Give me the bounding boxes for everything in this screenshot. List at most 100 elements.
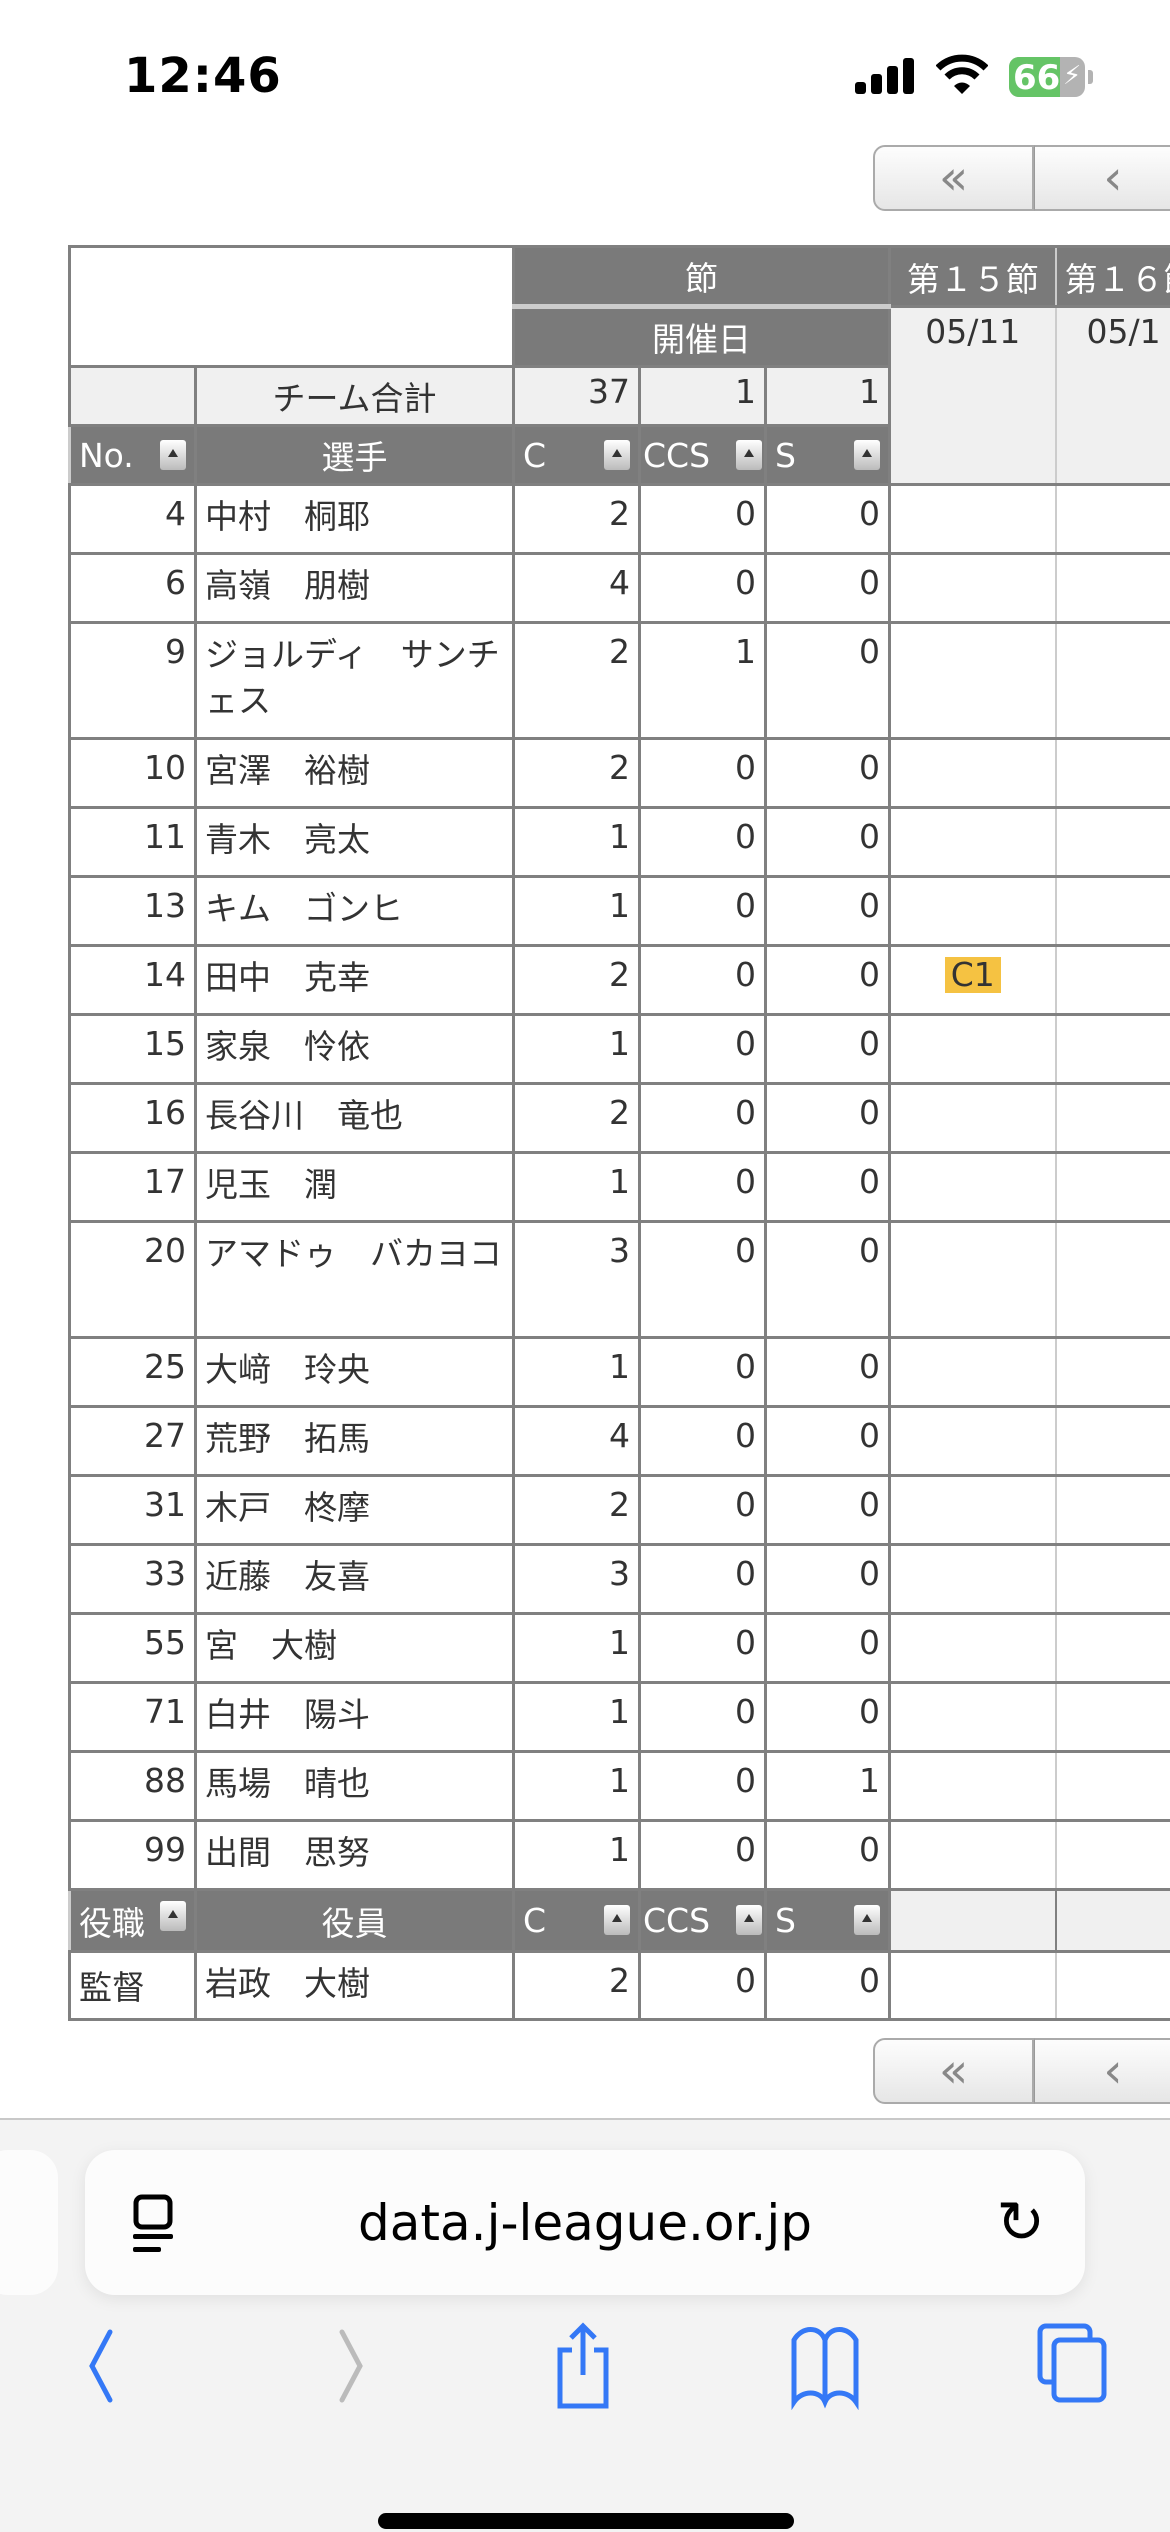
number-cell: 13 bbox=[68, 875, 197, 947]
staff-header-row: 役職 役員 C CCS S bbox=[68, 1888, 1170, 1953]
sort-s-icon[interactable] bbox=[854, 1905, 881, 1935]
player-name-cell: 白井 陽斗 bbox=[194, 1681, 515, 1753]
player-name-cell: 長谷川 竜也 bbox=[194, 1082, 515, 1154]
number-cell: 14 bbox=[68, 944, 197, 1016]
c-header[interactable]: C bbox=[512, 424, 641, 486]
ccs-cell: 0 bbox=[638, 1220, 767, 1339]
player-name-cell: 田中 克幸 bbox=[194, 944, 515, 1016]
back-icon[interactable] bbox=[62, 2320, 152, 2410]
bookmarks-icon[interactable] bbox=[780, 2320, 870, 2410]
first-page-button[interactable]: « bbox=[873, 145, 1034, 211]
round-15-cell bbox=[888, 483, 1057, 555]
status-bar: 12:46 66 ⚡ bbox=[0, 0, 1170, 140]
player-row: 10 宮澤 裕樹 2 0 0 bbox=[68, 737, 1170, 809]
forward-icon[interactable] bbox=[300, 2320, 390, 2410]
round-16-cell bbox=[1054, 875, 1170, 947]
round-16-cell bbox=[1054, 944, 1170, 1016]
round-15-cell bbox=[888, 1336, 1057, 1408]
player-name-cell: 出間 思努 bbox=[194, 1819, 515, 1891]
url-text[interactable]: data.j-league.or.jp bbox=[358, 2194, 812, 2252]
round-15-cell bbox=[888, 1819, 1057, 1891]
previous-tab-preview[interactable] bbox=[0, 2150, 58, 2295]
number-cell: 9 bbox=[68, 621, 197, 740]
s-cell: 0 bbox=[763, 1681, 892, 1753]
role-cell: 監督 bbox=[68, 1950, 197, 2021]
sort-c-icon[interactable] bbox=[604, 439, 630, 470]
number-cell: 33 bbox=[68, 1543, 197, 1615]
ccs-cell: 0 bbox=[638, 552, 767, 624]
player-name-cell: 中村 桐耶 bbox=[194, 483, 515, 555]
round-16-cell bbox=[1054, 737, 1170, 809]
ccs-cell: 0 bbox=[638, 1082, 767, 1154]
c-cell: 1 bbox=[512, 1612, 641, 1684]
c-cell: 2 bbox=[512, 737, 641, 809]
player-name-cell: 大﨑 玲央 bbox=[194, 1336, 515, 1408]
number-cell: 99 bbox=[68, 1819, 197, 1891]
staff-header: 役員 bbox=[194, 1888, 515, 1953]
c-cell: 1 bbox=[512, 875, 641, 947]
sort-ccs-icon[interactable] bbox=[736, 1905, 762, 1935]
reload-icon[interactable]: ↻ bbox=[996, 2188, 1045, 2256]
prev-page-button[interactable]: ‹ bbox=[1034, 145, 1170, 211]
player-row: 27 荒野 拓馬 4 0 0 bbox=[68, 1405, 1170, 1477]
player-name-cell: 青木 亮太 bbox=[194, 806, 515, 878]
player-row: 55 宮 大樹 1 0 0 bbox=[68, 1612, 1170, 1684]
player-name-cell: 荒野 拓馬 bbox=[194, 1405, 515, 1477]
share-icon[interactable] bbox=[538, 2320, 628, 2410]
round-16-cell bbox=[1054, 1474, 1170, 1546]
page-menu-icon[interactable] bbox=[133, 2194, 173, 2254]
c-cell: 2 bbox=[512, 1082, 641, 1154]
number-cell: 88 bbox=[68, 1750, 197, 1822]
first-page-button-bottom[interactable]: « bbox=[873, 2038, 1034, 2104]
s-header[interactable]: S bbox=[763, 1888, 892, 1953]
number-cell: 25 bbox=[68, 1336, 197, 1408]
round-15-cell bbox=[888, 1543, 1057, 1615]
round-15-cell bbox=[888, 1950, 1057, 2021]
cellular-signal-icon bbox=[855, 58, 915, 94]
c-header[interactable]: C bbox=[512, 1888, 641, 1953]
ccs-header[interactable]: CCS bbox=[638, 1888, 767, 1953]
sort-s-icon[interactable] bbox=[854, 439, 881, 470]
player-row: 99 出間 思努 1 0 0 bbox=[68, 1819, 1170, 1891]
c-cell: 3 bbox=[512, 1220, 641, 1339]
number-cell: 55 bbox=[68, 1612, 197, 1684]
ccs-cell: 0 bbox=[638, 875, 767, 947]
round-15-cell bbox=[888, 1750, 1057, 1822]
ccs-cell: 0 bbox=[638, 1543, 767, 1615]
round-15-cell bbox=[888, 1405, 1057, 1477]
player-row: 11 青木 亮太 1 0 0 bbox=[68, 806, 1170, 878]
staff-header-r15 bbox=[888, 1888, 1057, 1953]
home-indicator bbox=[378, 2513, 794, 2529]
player-row: 4 中村 桐耶 2 0 0 bbox=[68, 483, 1170, 555]
player-row: 33 近藤 友喜 3 0 0 bbox=[68, 1543, 1170, 1615]
player-row: 14 田中 克幸 2 0 0 C1 bbox=[68, 944, 1170, 1016]
ccs-cell: 0 bbox=[638, 1013, 767, 1085]
prev-page-button-bottom[interactable]: ‹ bbox=[1034, 2038, 1170, 2104]
s-header[interactable]: S bbox=[763, 424, 892, 486]
player-row: 13 キム ゴンヒ 1 0 0 bbox=[68, 875, 1170, 947]
role-header[interactable]: 役職 bbox=[68, 1888, 197, 1953]
round-16-cell bbox=[1054, 1220, 1170, 1339]
sort-ccs-icon[interactable] bbox=[736, 439, 762, 470]
sort-no-icon[interactable] bbox=[160, 439, 186, 470]
player-name-cell: 木戸 柊摩 bbox=[194, 1474, 515, 1546]
no-header[interactable]: No. bbox=[68, 424, 197, 486]
s-cell: 0 bbox=[763, 1474, 892, 1546]
team-total-label: チーム合計 bbox=[194, 365, 515, 427]
battery-icon: 66 ⚡ bbox=[1009, 57, 1085, 97]
player-name-cell: 児玉 潤 bbox=[194, 1151, 515, 1223]
number-cell: 31 bbox=[68, 1474, 197, 1546]
address-bar[interactable]: data.j-league.or.jp ↻ bbox=[85, 2150, 1085, 2295]
sort-c-icon[interactable] bbox=[604, 1905, 630, 1935]
round-16-cell bbox=[1054, 1082, 1170, 1154]
c-cell: 2 bbox=[512, 483, 641, 555]
player-header-row: No. 選手 C CCS S bbox=[68, 424, 1170, 486]
sort-role-icon[interactable] bbox=[160, 1900, 186, 1931]
s-cell: 0 bbox=[763, 1819, 892, 1891]
ccs-header[interactable]: CCS bbox=[638, 424, 767, 486]
number-cell: 20 bbox=[68, 1220, 197, 1339]
team-total-ccs: 1 bbox=[638, 365, 767, 427]
round-label: 節 bbox=[511, 245, 892, 309]
tabs-icon[interactable] bbox=[1030, 2320, 1120, 2410]
